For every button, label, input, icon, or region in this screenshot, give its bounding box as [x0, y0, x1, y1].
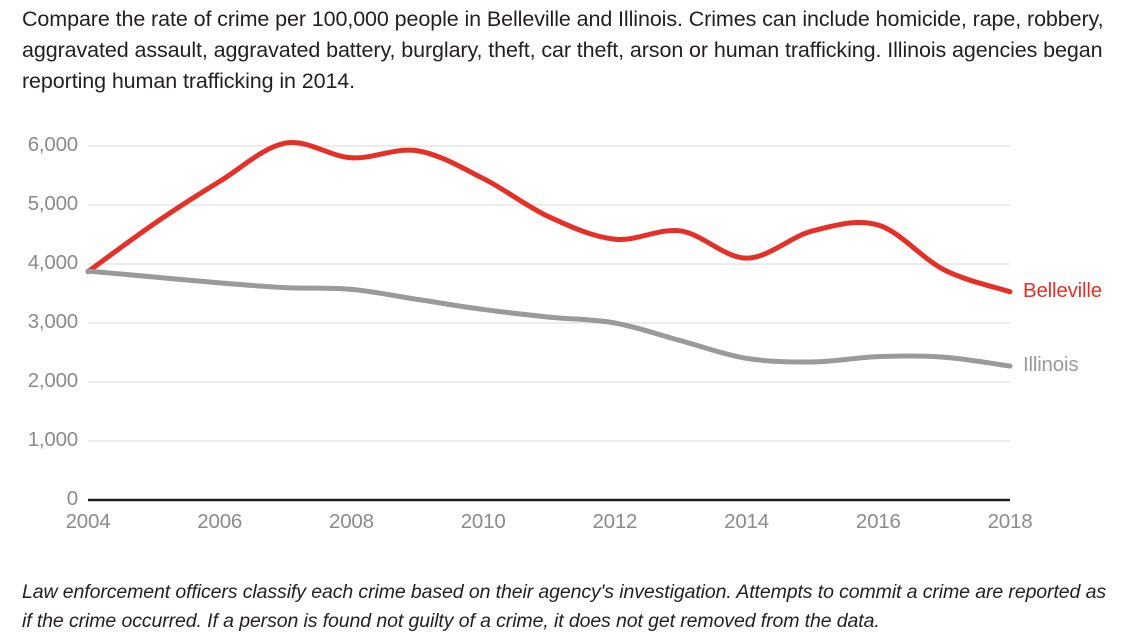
chart-plot-svg [85, 139, 1013, 502]
x-axis-tick-2010: 2010 [460, 510, 506, 533]
series-line-belleville [85, 139, 1013, 295]
series-label-illinois: Illinois [1023, 353, 1079, 377]
x-axis-tick-2014: 2014 [724, 510, 769, 533]
y-axis-tick-4000: 4,000 [27, 251, 79, 274]
y-axis-tick-1000: 1,000 [27, 428, 79, 451]
series-label-belleville: Belleville [1023, 278, 1102, 302]
y-axis-tick-5000: 5,000 [27, 192, 79, 215]
chart-footnote: Law enforcement officers classify each c… [22, 581, 1106, 632]
x-axis-tick-2008: 2008 [329, 510, 374, 533]
y-axis-tick-2000: 2,000 [27, 369, 79, 392]
series-line-illinois [85, 268, 1013, 369]
y-axis-tick-3000: 3,000 [27, 310, 79, 333]
y-axis-tick-0: 0 [66, 487, 78, 510]
crime-rate-line-chart: 0 1,000 2,000 3,000 4,000 5,000 6,000 2004 2006… [0, 112, 1140, 542]
x-axis-tick-2004: 2004 [65, 510, 111, 533]
x-axis-tick-2018: 2018 [987, 510, 1033, 533]
y-axis-tick-6000: 6,000 [27, 133, 79, 156]
gridlines-group [88, 145, 1010, 442]
x-axis-tick-2006: 2006 [197, 510, 243, 533]
x-axis-tick-2012: 2012 [592, 510, 638, 533]
series-lines-group [85, 139, 1013, 369]
chart-description: Compare the rate of crime per 100,000 pe… [22, 7, 1104, 93]
x-axis-tick-2016: 2016 [855, 510, 901, 533]
